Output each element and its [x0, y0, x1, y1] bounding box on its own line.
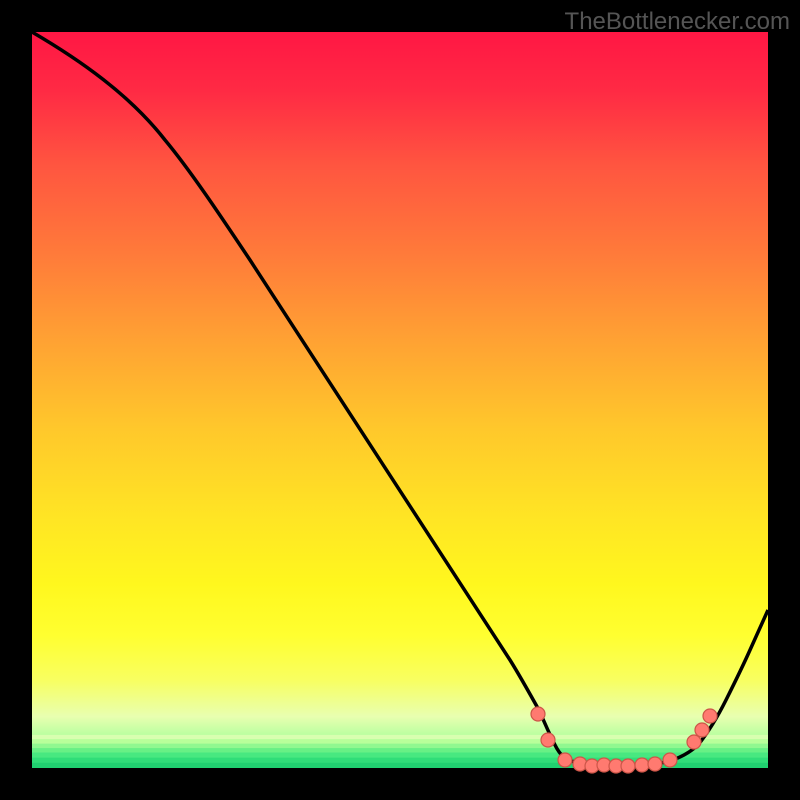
chart-svg — [0, 0, 800, 800]
green-band — [32, 735, 768, 739]
marker-dot — [703, 709, 717, 723]
green-band — [32, 744, 768, 748]
marker-dot — [558, 753, 572, 767]
marker-dot — [648, 757, 662, 771]
chart-container: TheBottlenecker.com — [0, 0, 800, 800]
marker-dot — [635, 758, 649, 772]
green-band — [32, 748, 768, 752]
green-band — [32, 739, 768, 743]
marker-dot — [531, 707, 545, 721]
plot-background — [32, 32, 768, 768]
marker-dot — [687, 735, 701, 749]
plot-area — [0, 0, 800, 800]
marker-dot — [541, 733, 555, 747]
marker-dot — [663, 753, 677, 767]
marker-dot — [695, 723, 709, 737]
watermark-text: TheBottlenecker.com — [565, 8, 790, 36]
marker-dot — [621, 759, 635, 773]
